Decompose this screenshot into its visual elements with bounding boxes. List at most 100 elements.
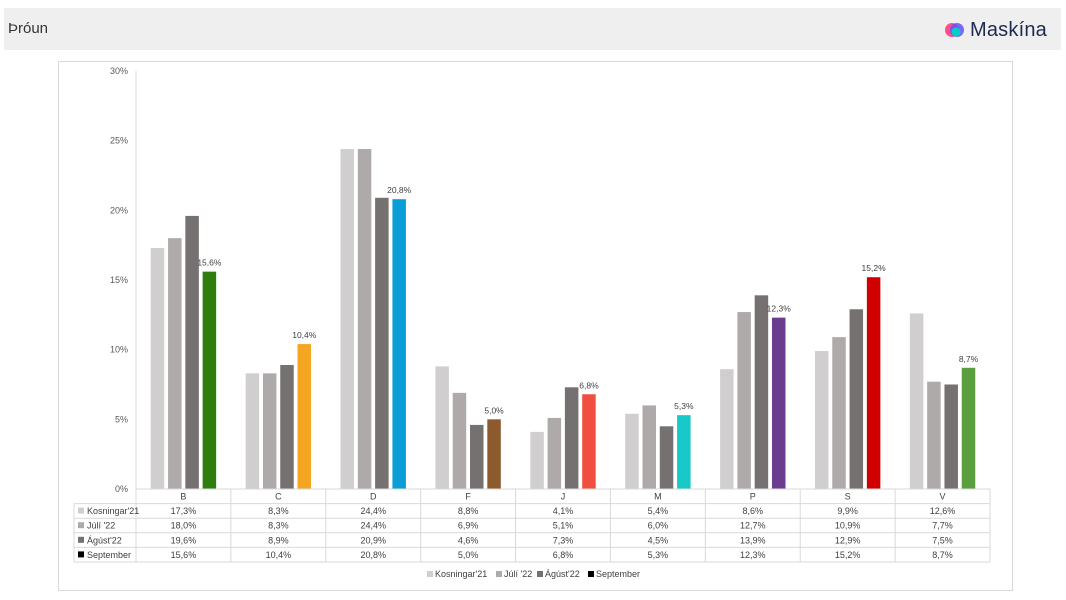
bar-B-1 bbox=[150, 247, 165, 489]
table-cell: 8,9% bbox=[268, 535, 289, 545]
bar-V-3 bbox=[944, 384, 958, 489]
table-cell: 24,4% bbox=[360, 521, 386, 531]
bar-F-1 bbox=[435, 366, 449, 489]
table-cell: 8,7% bbox=[932, 550, 953, 560]
x-category-label: V bbox=[940, 492, 946, 502]
table-cell: 13,9% bbox=[740, 535, 766, 545]
brand-name: Maskína bbox=[970, 18, 1047, 41]
table-cell: 19,6% bbox=[171, 535, 197, 545]
bar-F-3 bbox=[470, 424, 484, 489]
table-cell: 20,8% bbox=[360, 550, 386, 560]
bar-P-1 bbox=[720, 369, 734, 489]
bar-V-2 bbox=[927, 381, 941, 489]
table-cell: 12,9% bbox=[835, 535, 861, 545]
legend-label: Júlí '22 bbox=[504, 569, 532, 579]
x-category-label: D bbox=[370, 492, 377, 502]
bar-P-4 bbox=[771, 317, 786, 489]
bar-M-3 bbox=[659, 426, 674, 489]
data-label: 5,0% bbox=[484, 405, 504, 415]
table-cell: 18,0% bbox=[171, 521, 197, 531]
bar-V-1 bbox=[909, 313, 924, 489]
x-category-label: B bbox=[180, 492, 186, 502]
bar-C-3 bbox=[280, 364, 294, 489]
legend-label: Ágúst'22 bbox=[545, 569, 580, 579]
table-cell: 15,2% bbox=[835, 550, 861, 560]
legend-label: September bbox=[596, 569, 640, 579]
bar-D-2 bbox=[357, 149, 372, 489]
y-tick-label: 5% bbox=[115, 414, 128, 424]
bar-S-4 bbox=[866, 277, 881, 489]
bar-C-4 bbox=[297, 344, 312, 489]
data-label: 12,3% bbox=[767, 304, 792, 314]
table-legend-key bbox=[78, 507, 84, 514]
data-label: 20,8% bbox=[387, 185, 412, 195]
y-tick-label: 0% bbox=[115, 484, 128, 494]
table-row-label: Júlí '22 bbox=[87, 521, 115, 531]
x-category-label: J bbox=[561, 492, 566, 502]
data-label: 6,8% bbox=[579, 380, 599, 390]
chart-frame bbox=[58, 61, 1013, 591]
table-cell: 10,4% bbox=[266, 550, 292, 560]
bar-J-4 bbox=[582, 394, 596, 489]
table-cell: 4,5% bbox=[648, 535, 669, 545]
brand: Maskína bbox=[944, 16, 1047, 44]
table-cell: 6,9% bbox=[458, 521, 479, 531]
bar-J-2 bbox=[547, 417, 562, 489]
bar-F-4 bbox=[487, 419, 501, 489]
bar-M-1 bbox=[625, 413, 639, 489]
legend-label: Kosningar'21 bbox=[435, 569, 487, 579]
y-tick-label: 15% bbox=[110, 275, 128, 285]
table-row-label: Kosningar'21 bbox=[87, 506, 139, 516]
table-cell: 8,3% bbox=[268, 521, 289, 531]
table-cell: 20,9% bbox=[360, 535, 386, 545]
y-tick-label: 10% bbox=[110, 345, 128, 355]
data-label: 8,7% bbox=[959, 354, 979, 364]
table-cell: 5,4% bbox=[648, 506, 669, 516]
bar-B-4 bbox=[202, 271, 217, 489]
page-title: Þróun bbox=[8, 20, 49, 37]
table-cell: 15,6% bbox=[171, 550, 197, 560]
table-cell: 24,4% bbox=[360, 506, 386, 516]
table-cell: 8,6% bbox=[743, 506, 764, 516]
legend-key bbox=[537, 571, 543, 577]
bar-J-3 bbox=[564, 387, 579, 489]
table-cell: 12,7% bbox=[740, 521, 766, 531]
bar-C-2 bbox=[262, 373, 277, 489]
x-category-label: C bbox=[275, 492, 282, 502]
bar-J-1 bbox=[530, 431, 544, 489]
data-label: 5,3% bbox=[674, 401, 694, 411]
x-category-label: M bbox=[654, 492, 662, 502]
legend-key bbox=[588, 571, 594, 577]
y-tick-label: 25% bbox=[110, 136, 128, 146]
table-legend-key bbox=[78, 522, 84, 529]
y-tick-label: 20% bbox=[110, 205, 128, 215]
data-label: 15,2% bbox=[862, 263, 887, 273]
data-label: 10,4% bbox=[292, 330, 317, 340]
table-cell: 9,9% bbox=[837, 506, 858, 516]
bar-B-3 bbox=[185, 215, 199, 489]
table-cell: 7,3% bbox=[553, 535, 574, 545]
bar-M-4 bbox=[677, 415, 691, 489]
header-bar bbox=[4, 8, 1061, 50]
table-cell: 7,7% bbox=[932, 521, 953, 531]
x-category-label: P bbox=[750, 492, 756, 502]
table-cell: 7,5% bbox=[932, 535, 953, 545]
table-cell: 6,8% bbox=[553, 550, 574, 560]
table-cell: 4,1% bbox=[553, 506, 574, 516]
table-legend-key bbox=[78, 536, 84, 543]
table-cell: 17,3% bbox=[171, 506, 197, 516]
table-cell: 6,0% bbox=[648, 521, 669, 531]
table-cell: 5,3% bbox=[648, 550, 669, 560]
bar-V-4 bbox=[961, 367, 976, 489]
maskina-logo-icon bbox=[945, 23, 964, 37]
table-cell: 5,1% bbox=[553, 521, 574, 531]
table-cell: 10,9% bbox=[835, 521, 861, 531]
bar-P-3 bbox=[754, 295, 769, 489]
bar-M-2 bbox=[642, 405, 656, 489]
table-cell: 5,0% bbox=[458, 550, 479, 560]
table-legend-key bbox=[78, 551, 84, 558]
legend-key bbox=[427, 571, 433, 577]
bar-D-1 bbox=[340, 149, 355, 489]
data-label: 15,6% bbox=[197, 258, 222, 268]
